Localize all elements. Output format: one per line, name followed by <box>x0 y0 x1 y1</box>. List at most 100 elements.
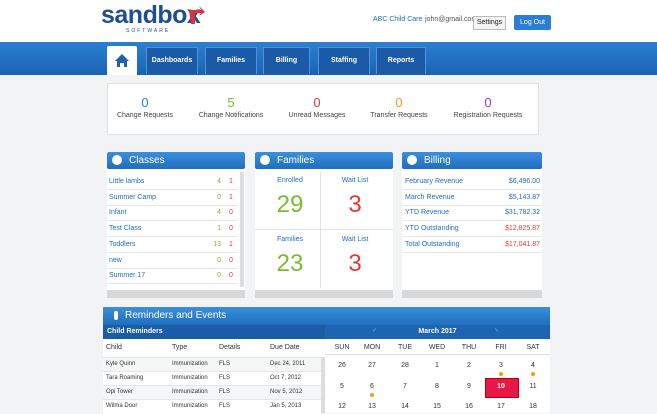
calendar-day[interactable]: 2 <box>467 362 471 369</box>
families-value: 3 <box>348 250 362 277</box>
logout-button[interactable]: Log Out <box>514 15 551 30</box>
calendar-day[interactable]: 12 <box>338 403 346 410</box>
class-name[interactable]: Test Class <box>109 225 142 233</box>
class-enrolled: 0 <box>217 256 221 264</box>
panel-icon <box>112 155 122 165</box>
class-row <box>107 174 238 190</box>
class-enrolled: 0 <box>217 193 221 201</box>
scrollbar <box>240 172 244 287</box>
billing-label[interactable]: March Revenue <box>405 193 455 201</box>
calendar-day[interactable]: 17 <box>497 403 505 410</box>
reminder-cell: Oct 7, 2012 <box>270 375 302 381</box>
families-divider <box>320 172 321 288</box>
billing-value: $12,825.87 <box>504 225 540 233</box>
weekday: WED <box>428 344 446 351</box>
reminder-cell: Immunization <box>172 361 208 367</box>
stat-label: Unread Messages <box>288 112 346 119</box>
calendar-day[interactable]: 15 <box>433 403 441 410</box>
stats-box <box>107 83 539 135</box>
settings-button[interactable]: Settings <box>473 16 506 30</box>
calendar-day[interactable]: 27 <box>368 362 376 369</box>
class-row <box>107 221 238 238</box>
reminder-cell: FLS <box>219 389 231 395</box>
families-value: 29 <box>276 191 304 218</box>
billing-label[interactable]: Total Outstanding <box>405 240 460 248</box>
families-label: Enrolled <box>277 177 303 184</box>
families-label: Wait List <box>341 177 369 184</box>
reminder-cell: Nov 5, 2012 <box>270 389 303 395</box>
nav-tab[interactable]: Billing <box>263 47 310 74</box>
nav-tab[interactable]: Families <box>205 47 257 74</box>
weekday: MON <box>363 344 381 351</box>
billing-panel <box>402 152 542 298</box>
calendar-day[interactable]: 8 <box>435 382 439 390</box>
reminder-cell: Dec 24, 2011 <box>270 361 306 367</box>
calendar-day[interactable]: 26 <box>338 362 346 369</box>
stat-value: 0 <box>313 95 321 110</box>
class-row <box>107 205 238 222</box>
class-row <box>107 253 238 269</box>
class-waitlist: 1 <box>229 240 233 248</box>
families-label: Wait List <box>341 236 369 243</box>
families-divider <box>255 229 393 230</box>
classes-header: Classes <box>107 152 245 169</box>
billing-value: $5,143.87 <box>508 193 540 201</box>
stat-label: Registration Requests <box>453 112 523 119</box>
families-value: 23 <box>276 250 304 277</box>
calendar-day[interactable]: 13 <box>368 403 376 410</box>
billing-label[interactable]: YTD Revenue <box>405 209 449 217</box>
nav-tab[interactable]: Reports <box>376 47 426 74</box>
calendar-day[interactable]: 9 <box>467 382 471 390</box>
calendar-day[interactable]: 5 <box>340 382 344 390</box>
calendar-day[interactable]: 7 <box>403 382 407 390</box>
class-name[interactable]: Summer Camp <box>109 193 157 201</box>
panel-footer <box>255 290 393 298</box>
stat-value: 0 <box>141 95 149 110</box>
billing-row <box>402 174 542 190</box>
account-link[interactable]: ABC Child Care <box>373 16 423 23</box>
panel-footer <box>402 290 542 298</box>
families-value: 3 <box>348 191 362 218</box>
billing-label[interactable]: YTD Outstanding <box>405 225 459 233</box>
class-waitlist: 1 <box>229 178 233 185</box>
panel-icon <box>260 155 270 165</box>
class-name[interactable]: Toddlers <box>109 240 136 248</box>
calendar-day[interactable]: 16 <box>465 403 473 410</box>
billing-value: $6,496.00 <box>508 178 540 185</box>
calendar-day[interactable]: 4 <box>531 362 535 369</box>
calendar-day[interactable]: 1 <box>435 362 439 369</box>
table-scroll <box>321 357 325 413</box>
reminder-row <box>103 399 321 414</box>
calendar-day[interactable]: 28 <box>401 362 409 369</box>
logo[interactable]: sandbox <box>101 1 201 29</box>
home-tab[interactable] <box>107 46 137 75</box>
billing-row <box>402 237 542 253</box>
reminder-cell: FLS <box>219 403 231 409</box>
class-name[interactable]: Infant <box>109 209 127 217</box>
reminder-cell: Wilma Door <box>106 403 138 409</box>
calendar-day[interactable]: 3 <box>499 362 503 369</box>
pin-icon <box>114 311 118 320</box>
billing-row <box>402 205 542 222</box>
reminder-cell: Opi Tower <box>106 389 133 395</box>
calendar-day[interactable]: 6 <box>370 382 374 390</box>
calendar-day[interactable]: 18 <box>529 403 537 410</box>
stat-label: Change Requests <box>116 112 174 119</box>
billing-label[interactable]: February Revenue <box>405 178 463 185</box>
class-name[interactable]: Summer 17 <box>109 272 146 280</box>
class-waitlist: 0 <box>229 225 233 233</box>
calendar-day[interactable]: 11 <box>529 382 537 390</box>
event-dot <box>370 392 374 397</box>
class-name[interactable]: Little lambs <box>109 178 145 185</box>
reminders-subheader: Child Reminders <box>103 325 325 339</box>
nav-tab[interactable]: Staffing <box>318 47 370 74</box>
calendar-day[interactable]: 10 <box>497 382 505 390</box>
nav-tab[interactable]: Dashboards <box>146 47 198 74</box>
families-header: Families <box>255 152 393 169</box>
billing-row <box>402 190 542 206</box>
class-name[interactable]: new <box>109 256 122 264</box>
reminder-row <box>103 371 321 386</box>
class-waitlist: 0 <box>229 209 233 217</box>
calendar-day[interactable]: 14 <box>401 403 409 410</box>
